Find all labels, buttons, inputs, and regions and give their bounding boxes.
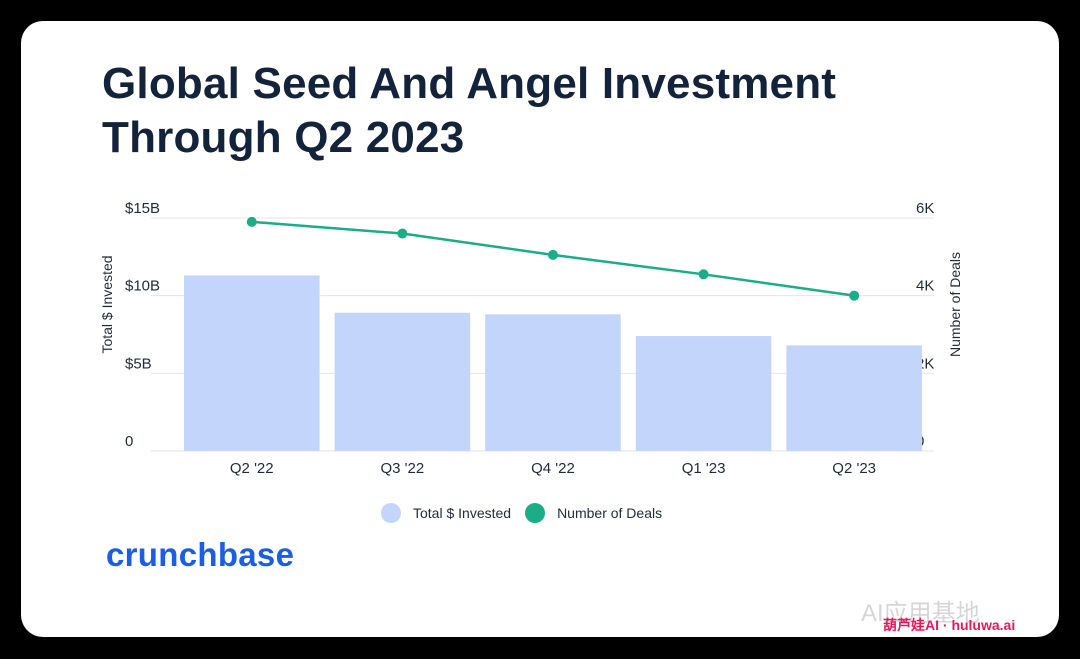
deals-point	[849, 290, 860, 301]
bar	[485, 314, 621, 451]
bar	[635, 336, 772, 451]
watermark-brand: 葫芦娃AI · huluwa.ai	[883, 617, 1016, 633]
category-label: Q3 '22	[381, 460, 425, 477]
category-label: Q1 '23	[682, 460, 726, 477]
left-axis-label: Total $ Invested	[99, 255, 115, 353]
right-tick-label: 6K	[916, 200, 934, 217]
chart-card: Global Seed And Angel Investment Through…	[21, 21, 1059, 637]
category-label: Q4 '22	[531, 460, 575, 477]
legend-item-deals: Number of Deals	[525, 503, 662, 523]
watermark-text: AI应用基地	[861, 600, 980, 627]
legend-label-invested: Total $ Invested	[413, 505, 512, 521]
deals-point	[547, 249, 558, 260]
legend-item-invested: Total $ Invested	[381, 503, 511, 523]
bar	[334, 312, 471, 451]
chart-title-line-1: Global Seed And Angel Investment	[102, 59, 837, 108]
chart-title-line-2: Through Q2 2023	[102, 113, 465, 162]
legend-swatch-deals	[525, 503, 546, 523]
crunchbase-logo: crunchbase	[106, 536, 295, 573]
chart-title: Global Seed And Angel Investment Through…	[102, 57, 836, 165]
left-tick-label: 0	[125, 433, 133, 450]
category-label: Q2 '23	[832, 460, 876, 477]
legend-label-deals: Number of Deals	[557, 505, 663, 521]
chart-legend: Total $ Invested Number of Deals	[381, 503, 676, 523]
left-tick-label: $10B	[125, 278, 160, 295]
category-label: Q2 '22	[230, 460, 274, 477]
legend-swatch-invested	[381, 503, 401, 523]
right-tick-label: 4K	[916, 278, 934, 295]
deals-point	[397, 228, 408, 239]
bar	[184, 275, 320, 451]
deals-point	[246, 216, 257, 227]
deals-point	[698, 269, 709, 280]
right-axis-label: Number of Deals	[947, 252, 963, 357]
left-tick-label: $5B	[125, 355, 152, 372]
bar	[786, 345, 922, 451]
left-tick-label: $15B	[125, 200, 160, 217]
